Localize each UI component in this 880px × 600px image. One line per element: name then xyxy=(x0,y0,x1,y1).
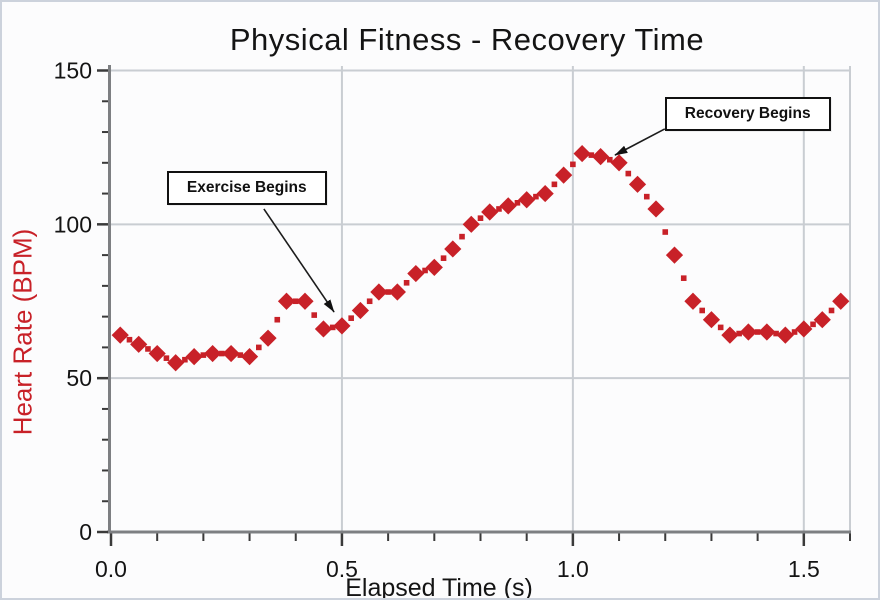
annotation-arrow xyxy=(614,128,666,156)
connector-dot xyxy=(163,355,170,361)
data-point-marker[interactable] xyxy=(130,335,148,353)
data-point-marker[interactable] xyxy=(388,283,406,301)
data-point-marker[interactable] xyxy=(721,326,739,344)
data-point-marker[interactable] xyxy=(776,326,794,344)
connector-dot xyxy=(274,316,281,323)
data-point-marker[interactable] xyxy=(795,320,813,338)
y-tick-label: 100 xyxy=(54,211,92,237)
y-axis-title: Heart Rate (BPM) xyxy=(7,228,38,436)
connector-dot xyxy=(440,255,447,261)
data-point-marker[interactable] xyxy=(351,301,370,320)
connector-dot xyxy=(570,161,576,168)
connector-dot xyxy=(643,193,650,200)
connector-dot xyxy=(736,330,742,337)
data-point-marker[interactable] xyxy=(425,258,443,277)
annotation-exercise-begins[interactable]: Exercise Begins xyxy=(166,171,327,206)
connector-dot xyxy=(773,330,779,337)
connector-dot xyxy=(828,307,835,314)
data-point-marker[interactable] xyxy=(832,292,850,310)
connector-dot xyxy=(200,352,207,358)
connector-dot xyxy=(366,298,373,305)
annotation-recovery-begins[interactable]: Recovery Begins xyxy=(664,96,831,131)
connector-dot xyxy=(588,152,595,158)
data-point-marker[interactable] xyxy=(222,344,240,363)
connector-dot xyxy=(496,206,502,212)
y-tick-label: 50 xyxy=(66,365,92,391)
data-point-marker[interactable] xyxy=(185,348,203,366)
connector-dot xyxy=(607,156,613,163)
connector-dot xyxy=(403,279,410,286)
data-point-marker[interactable] xyxy=(702,311,721,329)
annotation-arrow xyxy=(263,208,335,313)
connector-dot xyxy=(477,215,484,221)
x-tick-label: 1.0 xyxy=(557,556,589,582)
data-point-marker[interactable] xyxy=(610,154,628,172)
x-axis-title: Elapsed Time (s) xyxy=(345,574,533,600)
data-point-marker[interactable] xyxy=(647,200,665,218)
connector-dot xyxy=(182,356,188,363)
data-point-marker[interactable] xyxy=(277,292,296,310)
x-tick-label: 1.5 xyxy=(788,556,820,582)
connector-dot xyxy=(126,336,133,343)
connector-dot xyxy=(810,321,816,328)
chart-title: Physical Fitness - Recovery Time xyxy=(229,22,705,57)
data-point-marker[interactable] xyxy=(462,215,480,233)
data-point-marker[interactable] xyxy=(370,283,388,301)
connector-dot xyxy=(348,315,354,321)
data-point-marker[interactable] xyxy=(573,144,591,163)
data-point-marker[interactable] xyxy=(148,344,166,363)
data-point-marker[interactable] xyxy=(536,184,554,203)
y-tick-label: 150 xyxy=(54,58,92,84)
connector-dot xyxy=(459,233,465,240)
data-point-marker[interactable] xyxy=(758,323,776,341)
x-tick-label: 0.0 xyxy=(95,556,127,582)
connector-dot xyxy=(145,346,151,352)
data-point-marker[interactable] xyxy=(628,175,647,193)
data-point-marker[interactable] xyxy=(739,323,757,341)
connector-dot xyxy=(329,324,336,331)
connector-dot xyxy=(754,329,761,335)
connector-dot xyxy=(533,193,539,200)
connector-dot xyxy=(551,181,558,188)
connector-dot xyxy=(717,324,724,331)
data-point-marker[interactable] xyxy=(240,348,259,366)
data-point-marker[interactable] xyxy=(407,264,425,283)
connector-dot xyxy=(791,329,798,335)
data-point-marker[interactable] xyxy=(444,240,462,258)
connector-dot xyxy=(662,229,669,235)
data-point-marker[interactable] xyxy=(111,326,129,344)
connector-dot xyxy=(514,199,521,206)
y-tick-label: 0 xyxy=(79,519,92,545)
data-point-marker[interactable] xyxy=(555,166,573,184)
data-point-marker[interactable] xyxy=(591,148,610,166)
x-tick-label: 0.5 xyxy=(326,556,358,582)
connector-dot xyxy=(699,307,705,314)
connector-dot xyxy=(256,344,262,351)
connector-dot xyxy=(422,267,428,274)
connector-dot xyxy=(385,289,391,295)
data-point-marker[interactable] xyxy=(259,329,277,347)
data-point-marker[interactable] xyxy=(499,197,517,215)
connector-dot xyxy=(292,298,299,305)
data-point-marker[interactable] xyxy=(684,292,702,310)
data-point-marker[interactable] xyxy=(167,354,185,372)
data-point-marker[interactable] xyxy=(518,191,536,209)
connector-dot xyxy=(237,352,244,358)
data-point-marker[interactable] xyxy=(333,317,351,335)
connector-dot xyxy=(680,275,687,281)
connector-dot xyxy=(311,312,318,318)
data-point-marker[interactable] xyxy=(481,203,499,221)
data-point-marker[interactable] xyxy=(296,292,314,310)
data-point-marker[interactable] xyxy=(204,344,222,363)
data-point-marker[interactable] xyxy=(314,320,333,338)
connector-dot xyxy=(219,350,225,357)
connector-dot xyxy=(625,170,632,177)
data-point-marker[interactable] xyxy=(813,311,831,329)
data-point-marker[interactable] xyxy=(665,246,684,264)
